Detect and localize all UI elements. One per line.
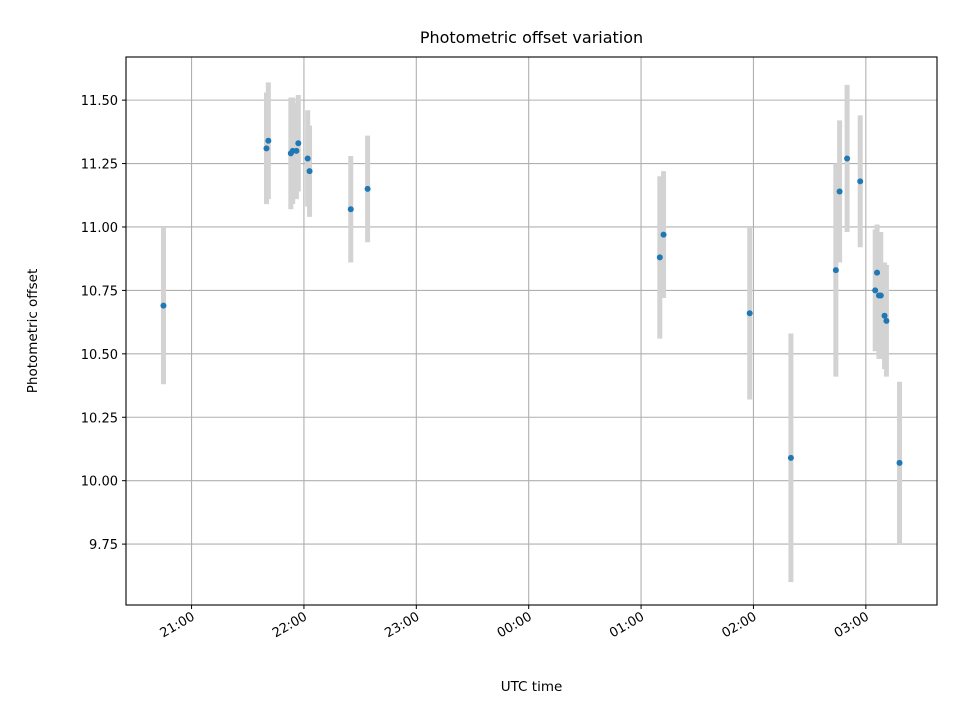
data-point (872, 287, 879, 294)
data-point (364, 185, 371, 192)
y-tick-label: 11.00 (81, 221, 118, 236)
data-point (660, 231, 667, 238)
y-tick-label: 10.00 (81, 475, 118, 490)
data-point (844, 155, 851, 162)
data-point (263, 145, 270, 152)
data-point (881, 312, 888, 319)
data-point (293, 147, 300, 154)
data-point (265, 137, 272, 144)
x-axis-label: UTC time (501, 679, 563, 695)
data-point (306, 168, 313, 175)
y-tick-label: 10.25 (81, 411, 118, 426)
grid (126, 57, 937, 605)
data-point (836, 188, 843, 195)
data-point (656, 254, 663, 261)
data-point (877, 292, 884, 299)
plot-frame (125, 56, 938, 606)
data-point (746, 310, 753, 317)
y-tick-label: 11.50 (81, 94, 118, 109)
y-tick-label: 10.75 (81, 284, 118, 299)
data-point (304, 155, 311, 162)
data-point (896, 459, 903, 466)
data-point (883, 317, 890, 324)
y-axis-label: Photometric offset (25, 269, 41, 393)
y-tick-label: 9.75 (89, 538, 118, 553)
data-point (874, 269, 881, 276)
data-point (160, 302, 167, 309)
chart-title: Photometric offset variation (420, 28, 643, 47)
data-point (787, 454, 794, 461)
data-points (160, 137, 903, 466)
y-tick-label: 10.50 (81, 348, 118, 363)
data-point (347, 206, 354, 213)
data-point (295, 140, 302, 147)
data-point (857, 178, 864, 185)
y-tick-label: 11.25 (81, 158, 118, 173)
data-point (832, 267, 839, 274)
